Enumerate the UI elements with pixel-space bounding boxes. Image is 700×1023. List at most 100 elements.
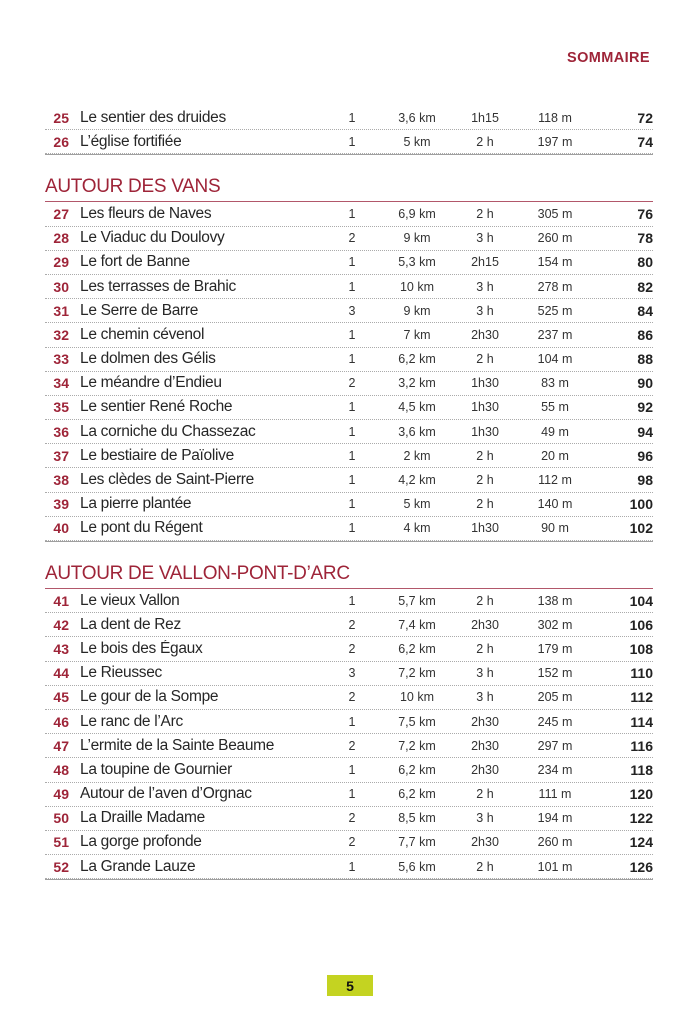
route-distance: 9 km <box>403 303 431 318</box>
route-title: Le gour de la Sompe <box>80 688 219 706</box>
route-distance: 6,2 km <box>398 762 436 777</box>
route-distance: 10 km <box>399 690 435 705</box>
route-distance: 5,7 km <box>398 593 436 608</box>
route-duration: 3 h <box>476 690 494 705</box>
route-elevation: 525 m <box>537 303 573 318</box>
route-page: 100 <box>629 496 653 513</box>
route-page: 84 <box>637 302 653 319</box>
route-elevation: 245 m <box>537 714 573 729</box>
route-number: 28 <box>53 230 69 247</box>
table-row: 40 Le pont du Régent 1 4 km 1h30 90 m 10… <box>45 517 653 541</box>
route-duration: 2h30 <box>471 738 499 753</box>
table-row: 38 Les clèdes de Saint-Pierre 1 4,2 km 2… <box>45 468 653 493</box>
route-difficulty: 1 <box>348 859 356 874</box>
route-title: Le sentier René Roche <box>80 398 233 416</box>
route-distance: 7,7 km <box>398 835 436 850</box>
route-difficulty: 1 <box>348 327 356 342</box>
route-number: 40 <box>53 520 69 537</box>
route-duration: 2h30 <box>471 327 499 342</box>
route-number: 26 <box>53 133 69 150</box>
route-duration: 2h30 <box>471 617 499 632</box>
route-elevation: 90 m <box>541 521 569 536</box>
table-row: 39 La pierre plantée 1 5 km 2 h 140 m 10… <box>45 493 653 517</box>
route-distance: 3,2 km <box>398 376 436 391</box>
table-row: 32 Le chemin cévenol 1 7 km 2h30 237 m 8… <box>45 323 653 348</box>
route-number: 37 <box>53 447 69 464</box>
route-number: 25 <box>53 109 69 126</box>
route-difficulty: 2 <box>348 835 356 850</box>
page-number-badge: 5 <box>327 975 373 996</box>
route-page: 96 <box>637 447 653 464</box>
route-distance: 6,9 km <box>398 206 436 221</box>
route-distance: 4 km <box>403 521 431 536</box>
route-duration: 2h15 <box>471 255 499 270</box>
route-elevation: 20 m <box>541 448 569 463</box>
route-title: Le méandre d’Endieu <box>80 374 222 392</box>
page-header-title: SOMMAIRE <box>567 50 650 66</box>
route-difficulty: 2 <box>348 690 356 705</box>
route-elevation: 112 m <box>538 473 572 488</box>
route-number: 52 <box>53 858 69 875</box>
route-page: 118 <box>630 761 653 778</box>
route-number: 36 <box>53 423 69 440</box>
route-number: 45 <box>53 689 69 706</box>
route-number: 51 <box>53 834 69 851</box>
route-elevation: 197 m <box>537 134 573 149</box>
table-row: 25 Le sentier des druides 1 3,6 km 1h15 … <box>45 106 653 131</box>
route-number: 33 <box>53 351 69 368</box>
table-row: 51 La gorge profonde 2 7,7 km 2h30 260 m… <box>45 831 653 856</box>
route-difficulty: 1 <box>348 448 356 463</box>
section-rows: 27 Les fleurs de Naves 1 6,9 km 2 h 305 … <box>45 202 653 541</box>
route-distance: 5 km <box>403 497 431 512</box>
route-title: Les fleurs de Naves <box>80 204 212 222</box>
table-row: 41 Le vieux Vallon 1 5,7 km 2 h 138 m 10… <box>45 589 653 614</box>
route-title: Le Rieussec <box>80 664 162 682</box>
route-distance: 2 km <box>403 448 431 463</box>
route-distance: 6,2 km <box>398 352 436 367</box>
table-row: 35 Le sentier René Roche 1 4,5 km 1h30 5… <box>45 396 653 421</box>
route-elevation: 234 m <box>537 762 573 777</box>
route-duration: 1h30 <box>471 521 499 536</box>
table-row: 44 Le Rieussec 3 7,2 km 3 h 152 m 110 <box>45 662 653 686</box>
route-difficulty: 1 <box>348 134 356 149</box>
route-duration: 2 h <box>476 497 494 512</box>
route-elevation: 297 m <box>537 738 573 753</box>
route-elevation: 260 m <box>537 835 573 850</box>
route-duration: 2h30 <box>471 835 499 850</box>
route-elevation: 138 m <box>537 593 573 608</box>
route-page: 78 <box>637 230 653 247</box>
route-title: L’église fortifiée <box>80 132 182 150</box>
table-row: 27 Les fleurs de Naves 1 6,9 km 2 h 305 … <box>45 202 653 227</box>
route-difficulty: 1 <box>348 473 356 488</box>
route-title: Le chemin cévenol <box>80 325 205 343</box>
table-row: 49 Autour de l’aven d’Orgnac 1 6,2 km 2 … <box>45 783 653 807</box>
route-page: 72 <box>637 109 653 126</box>
route-difficulty: 1 <box>348 352 356 367</box>
table-row: 37 Le bestiaire de Païolive 1 2 km 2 h 2… <box>45 444 653 469</box>
route-page: 74 <box>637 133 653 150</box>
table-row: 48 La toupine de Gournier 1 6,2 km 2h30 … <box>45 758 653 783</box>
route-page: 88 <box>637 351 653 368</box>
route-elevation: 49 m <box>541 424 569 439</box>
route-number: 30 <box>53 278 69 295</box>
route-title: Les clèdes de Saint-Pierre <box>80 471 254 489</box>
route-distance: 4,5 km <box>398 400 436 415</box>
table-row: 30 Les terrasses de Brahic 1 10 km 3 h 2… <box>45 275 653 300</box>
route-title: Le ranc de l’Arc <box>80 712 183 730</box>
route-page: 98 <box>637 472 653 489</box>
route-number: 44 <box>53 665 69 682</box>
route-number: 47 <box>53 737 69 754</box>
route-difficulty: 1 <box>348 762 356 777</box>
route-duration: 2 h <box>476 859 494 874</box>
route-difficulty: 2 <box>348 231 356 246</box>
route-duration: 2 h <box>476 641 494 656</box>
route-difficulty: 1 <box>348 521 356 536</box>
route-duration: 2 h <box>476 787 494 802</box>
route-number: 43 <box>53 640 69 657</box>
route-number: 48 <box>53 761 69 778</box>
route-title: La pierre plantée <box>80 495 192 513</box>
route-page: 122 <box>629 810 653 827</box>
route-number: 38 <box>53 472 69 489</box>
route-title: Le vieux Vallon <box>80 591 180 609</box>
